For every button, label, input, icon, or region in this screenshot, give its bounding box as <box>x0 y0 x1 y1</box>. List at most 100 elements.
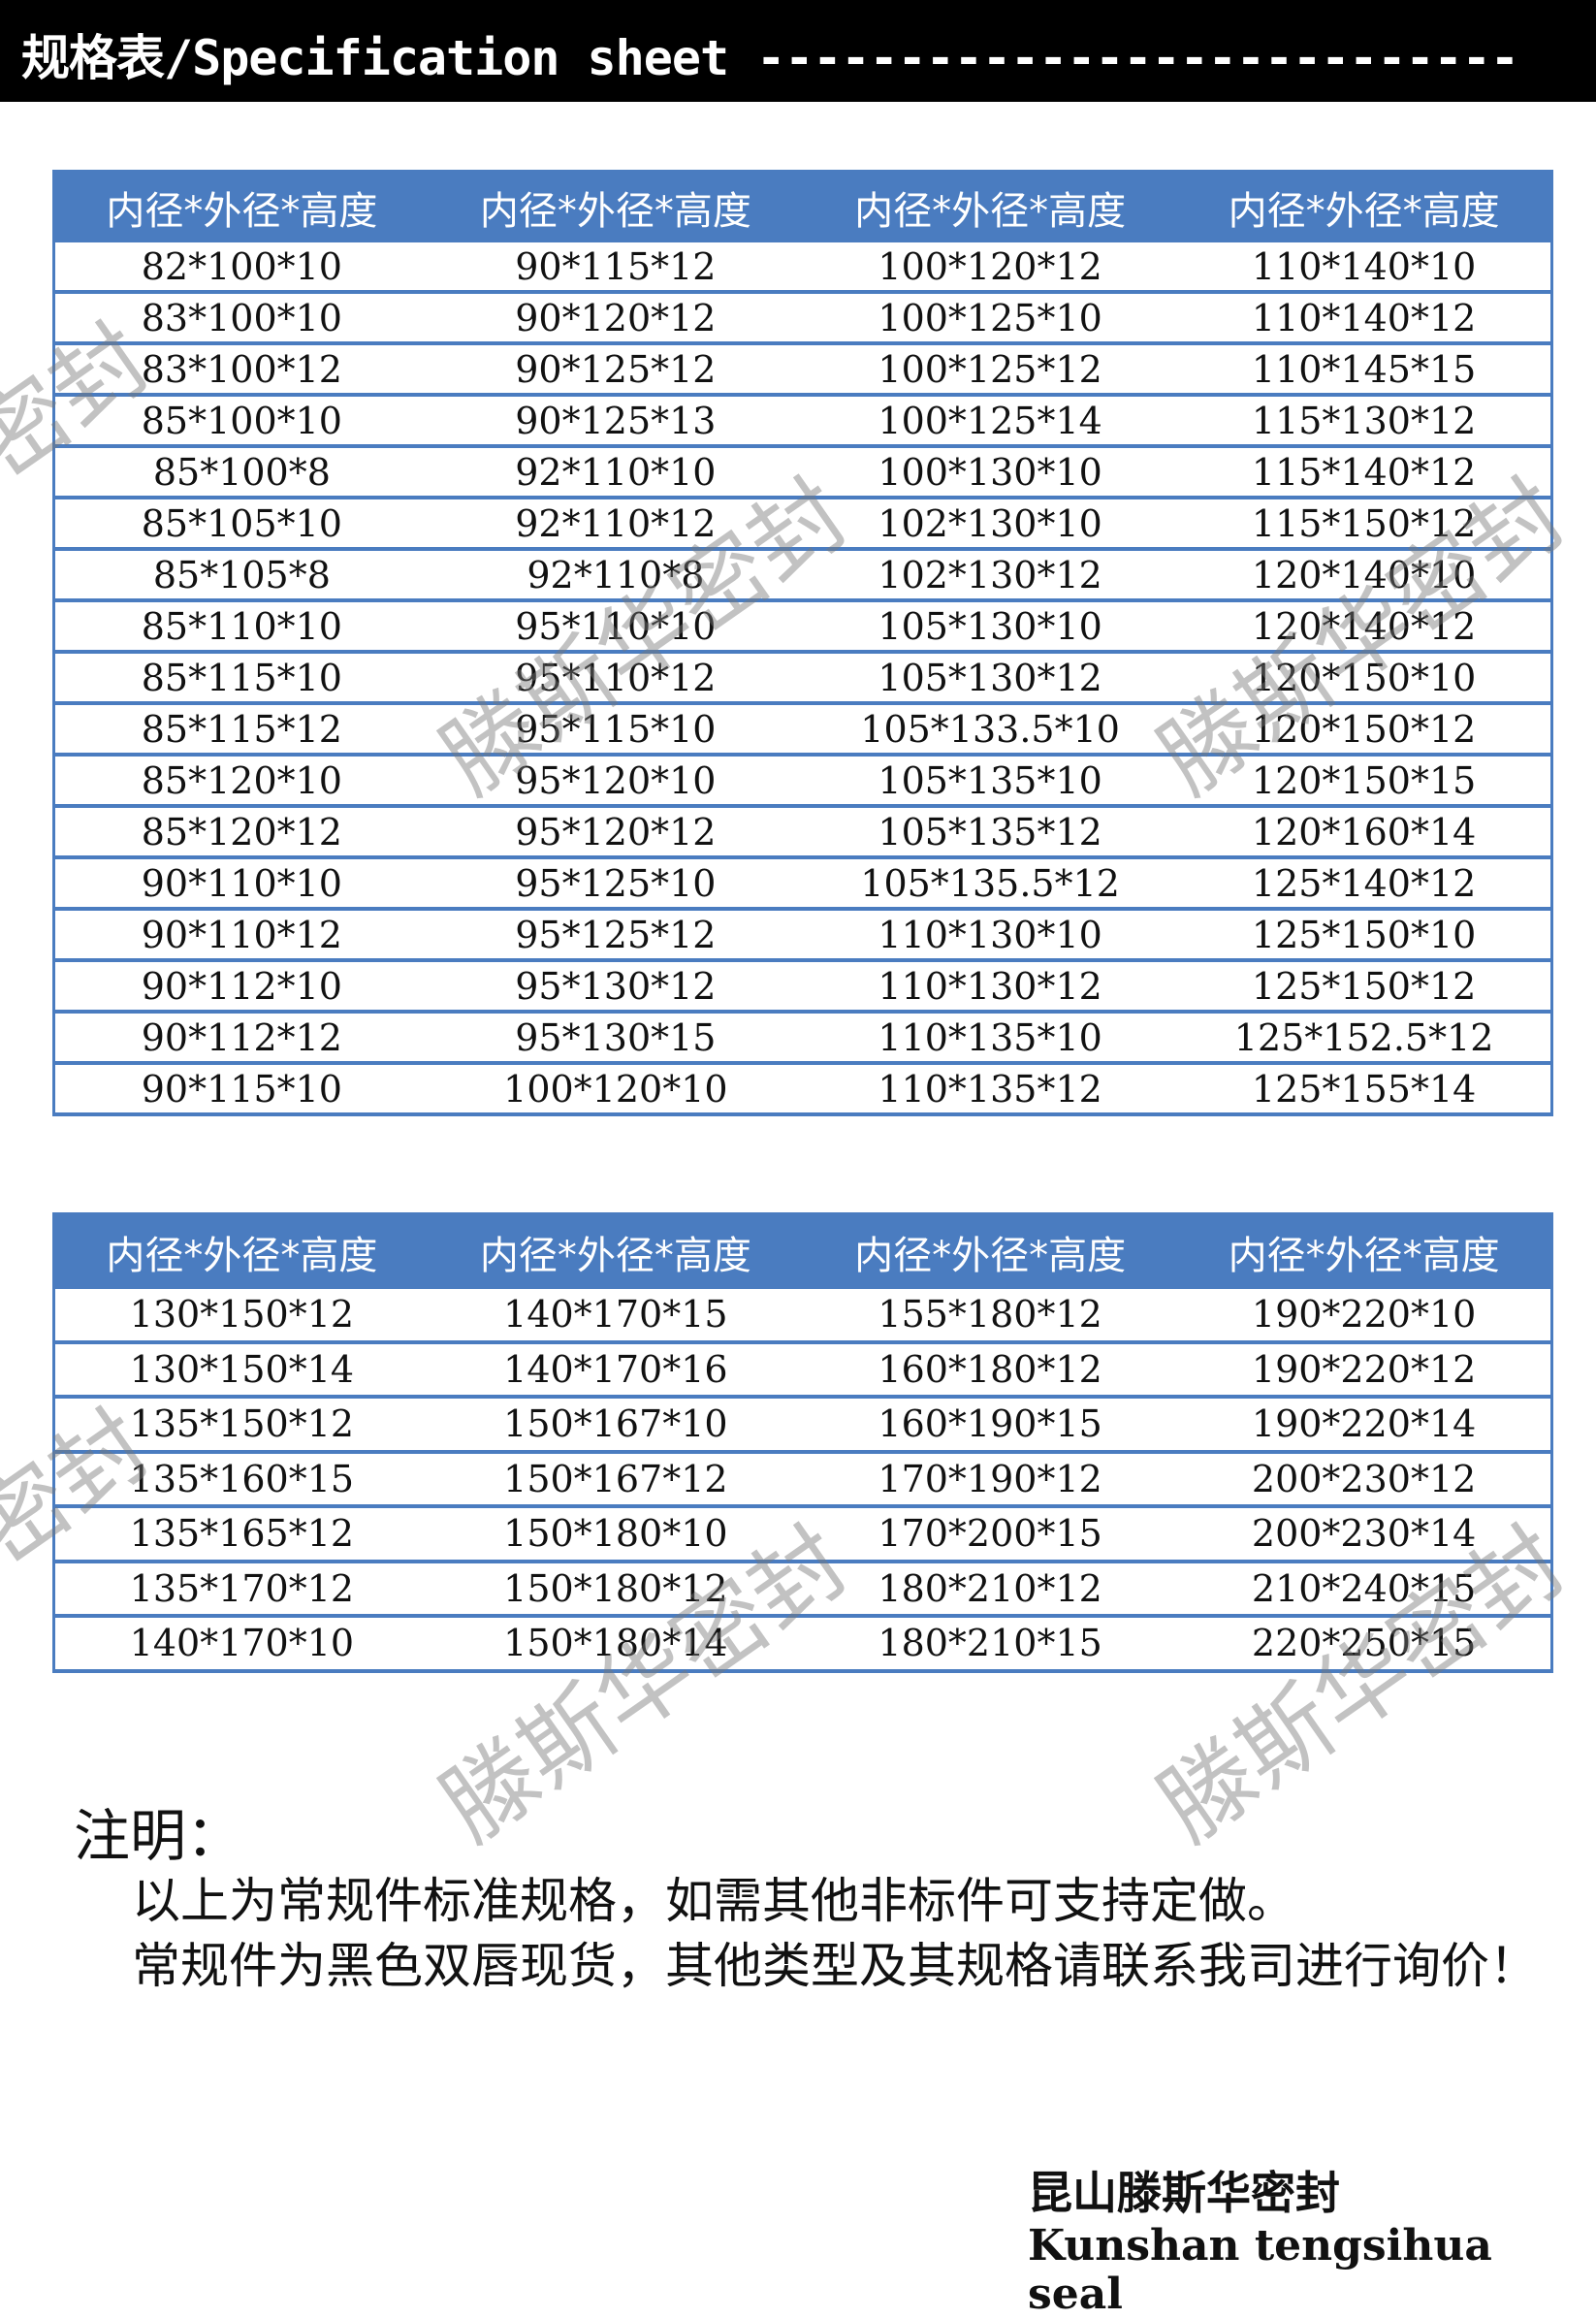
notes-line-1: 以上为常规件标准规格，如需其他非标件可支持定做。 <box>132 1873 1295 1929</box>
table-cell: 100*125*12 <box>803 343 1178 397</box>
table-row: 83*100*12 90*125*12 100*125*12 110*145*15 <box>53 343 1552 397</box>
table-cell: 120*150*15 <box>1177 755 1552 808</box>
table-row: 130*150*12 140*170*15 155*180*12 190*220*10 <box>53 1289 1552 1344</box>
table-cell: 190*220*12 <box>1177 1341 1552 1399</box>
table-cell: 90*112*10 <box>53 960 429 1014</box>
table-cell: 125*140*12 <box>1177 857 1552 911</box>
table-row: 130*150*14 140*170*16 160*180*12 190*220*12 <box>53 1341 1552 1399</box>
table-cell: 190*220*10 <box>1177 1289 1552 1344</box>
table-row: 140*170*10 150*180*14 180*210*15 220*250*15 <box>53 1616 1552 1673</box>
table-cell: 180*210*12 <box>803 1561 1178 1618</box>
table-cell: 100*120*12 <box>803 242 1178 294</box>
table-cell: 95*125*10 <box>428 857 803 911</box>
table-cell: 110*135*12 <box>803 1063 1178 1116</box>
table-cell: 95*130*15 <box>428 1012 803 1065</box>
notes: 注明： 以上为常规件标准规格，如需其他非标件可支持定做。 常规件为黑色双唇现货，… <box>74 1804 1548 1999</box>
table-cell: 90*115*10 <box>53 1063 429 1116</box>
table-cell: 210*240*15 <box>1177 1561 1552 1618</box>
table-cell: 110*130*12 <box>803 960 1178 1014</box>
table-cell: 140*170*16 <box>428 1341 803 1399</box>
table-cell: 92*110*12 <box>428 498 803 551</box>
table-cell: 120*140*10 <box>1177 549 1552 602</box>
table-cell: 140*170*10 <box>53 1616 429 1673</box>
table-row: 85*120*12 95*120*12 105*135*12 120*160*14 <box>53 806 1552 859</box>
table-cell: 105*135*12 <box>803 806 1178 859</box>
table-cell: 95*125*12 <box>428 909 803 962</box>
table-cell: 115*130*12 <box>1177 395 1552 448</box>
table-cell: 85*105*8 <box>53 549 429 602</box>
column-header: 内径*外径*高度 <box>1177 171 1552 242</box>
table-cell: 150*180*14 <box>428 1616 803 1673</box>
table-cell: 135*165*12 <box>53 1506 429 1563</box>
table-cell: 83*100*10 <box>53 292 429 345</box>
table-cell: 105*135.5*12 <box>803 857 1178 911</box>
table-row: 90*112*12 95*130*15 110*135*10 125*152.5*12 <box>53 1012 1552 1065</box>
table-cell: 90*115*12 <box>428 242 803 294</box>
table-row: 135*165*12 150*180*10 170*200*15 200*230*14 <box>53 1506 1552 1563</box>
column-header: 内径*外径*高度 <box>428 171 803 242</box>
table-cell: 85*115*10 <box>53 652 429 705</box>
spec-table-2: 内径*外径*高度 内径*外径*高度 内径*外径*高度 内径*外径*高度 130*150… <box>52 1212 1553 1673</box>
table-row: 85*105*8 92*110*8 102*130*12 120*140*10 <box>53 549 1552 602</box>
table-cell: 150*167*10 <box>428 1397 803 1454</box>
table-cell: 95*110*12 <box>428 652 803 705</box>
table-cell: 135*150*12 <box>53 1397 429 1454</box>
table-cell: 92*110*10 <box>428 446 803 499</box>
table-cell: 220*250*15 <box>1177 1616 1552 1673</box>
table-cell: 170*190*12 <box>803 1451 1178 1508</box>
table-row: 135*160*15 150*167*12 170*190*12 200*230*12 <box>53 1451 1552 1508</box>
table-row: 90*112*10 95*130*12 110*130*12 125*150*12 <box>53 960 1552 1014</box>
table-cell: 120*160*14 <box>1177 806 1552 859</box>
table-cell: 125*152.5*12 <box>1177 1012 1552 1065</box>
table-cell: 200*230*12 <box>1177 1451 1552 1508</box>
table-row: 90*110*12 95*125*12 110*130*10 125*150*10 <box>53 909 1552 962</box>
table-row: 85*115*10 95*110*12 105*130*12 120*150*10 <box>53 652 1552 705</box>
table-row: 135*150*12 150*167*10 160*190*15 190*220*14 <box>53 1397 1552 1454</box>
table-cell: 110*130*10 <box>803 909 1178 962</box>
table-cell: 120*140*12 <box>1177 600 1552 654</box>
table-cell: 130*150*14 <box>53 1341 429 1399</box>
table-cell: 105*130*12 <box>803 652 1178 705</box>
table-cell: 190*220*14 <box>1177 1397 1552 1454</box>
table-cell: 130*150*12 <box>53 1289 429 1344</box>
table-cell: 120*150*12 <box>1177 703 1552 757</box>
table-cell: 105*130*10 <box>803 600 1178 654</box>
table-cell: 160*190*15 <box>803 1397 1178 1454</box>
column-header: 内径*外径*高度 <box>53 1213 429 1289</box>
table-cell: 83*100*12 <box>53 343 429 397</box>
company-signature: 昆山滕斯华密封 Kunshan tengsihua seal <box>1028 2158 1596 2319</box>
table-cell: 100*125*14 <box>803 395 1178 448</box>
column-header: 内径*外径*高度 <box>803 1213 1178 1289</box>
table-cell: 100*120*10 <box>428 1063 803 1116</box>
table-row: 135*170*12 150*180*12 180*210*12 210*240*15 <box>53 1561 1552 1618</box>
table-cell: 100*130*10 <box>803 446 1178 499</box>
table-cell: 90*125*13 <box>428 395 803 448</box>
table-cell: 105*133.5*10 <box>803 703 1178 757</box>
company-name-en: Kunshan tengsihua seal <box>1028 2221 1492 2319</box>
title-bar: 规格表/Specification sheet ----------------… <box>0 0 1596 102</box>
table-cell: 115*140*12 <box>1177 446 1552 499</box>
table-cell: 90*112*12 <box>53 1012 429 1065</box>
table-cell: 85*100*8 <box>53 446 429 499</box>
table-cell: 160*180*12 <box>803 1341 1178 1399</box>
table-cell: 125*150*10 <box>1177 909 1552 962</box>
table-row: 85*100*10 90*125*13 100*125*14 115*130*12 <box>53 395 1552 448</box>
table-row: 85*110*10 95*110*10 105*130*10 120*140*12 <box>53 600 1552 654</box>
table-row: 85*100*8 92*110*10 100*130*10 115*140*12 <box>53 446 1552 499</box>
table-cell: 140*170*15 <box>428 1289 803 1344</box>
column-header: 内径*外径*高度 <box>1177 1213 1552 1289</box>
table-cell: 85*120*12 <box>53 806 429 859</box>
table-cell: 90*110*12 <box>53 909 429 962</box>
notes-title: 注明： <box>74 1803 243 1869</box>
table-cell: 92*110*8 <box>428 549 803 602</box>
table-cell: 115*150*12 <box>1177 498 1552 551</box>
column-header: 内径*外径*高度 <box>53 171 429 242</box>
spec-table-1: 内径*外径*高度 内径*外径*高度 内径*外径*高度 内径*外径*高度 82*100*… <box>52 170 1553 1116</box>
table-cell: 155*180*12 <box>803 1289 1178 1344</box>
table-cell: 95*120*12 <box>428 806 803 859</box>
table-cell: 105*135*10 <box>803 755 1178 808</box>
table-cell: 90*110*10 <box>53 857 429 911</box>
table-cell: 82*100*10 <box>53 242 429 294</box>
table-cell: 102*130*12 <box>803 549 1178 602</box>
table-cell: 100*125*10 <box>803 292 1178 345</box>
